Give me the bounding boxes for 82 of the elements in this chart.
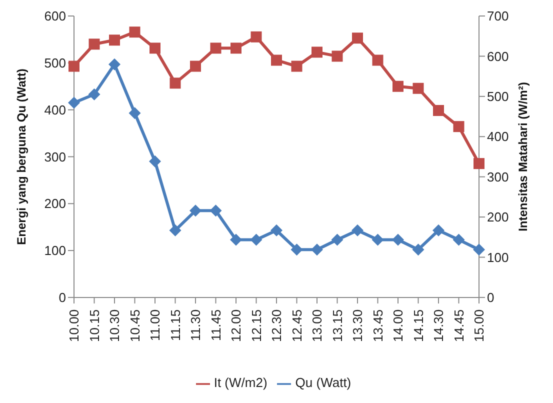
point xyxy=(372,54,384,66)
point xyxy=(170,78,181,89)
y-tick-label: 0 xyxy=(58,290,66,306)
point xyxy=(290,244,303,256)
point xyxy=(392,80,404,92)
y-tick-label: 500 xyxy=(44,56,66,71)
point xyxy=(108,58,120,70)
y2-tick-label: 400 xyxy=(487,129,509,144)
point xyxy=(150,42,160,54)
legend-label: It (W/m2) xyxy=(214,375,268,390)
y2-tick-label: 700 xyxy=(487,8,509,24)
x-tick-label: 14.30 xyxy=(431,309,446,342)
x-tick-label: 12.15 xyxy=(248,309,264,342)
point xyxy=(230,42,242,54)
y2-tick-label: 100 xyxy=(487,250,509,265)
point xyxy=(352,224,364,236)
y-tick-label: 200 xyxy=(44,196,66,212)
y2-tick-label: 0 xyxy=(487,290,494,306)
x-tick-label: 10.45 xyxy=(127,309,142,342)
y-tick-label: 400 xyxy=(44,102,66,118)
point xyxy=(109,34,120,46)
x-tick-label: 10.30 xyxy=(107,309,122,342)
y2-tick-label: 300 xyxy=(487,169,509,184)
y-tick-label: 100 xyxy=(44,243,66,258)
y2-tick-label: 600 xyxy=(487,48,509,64)
point xyxy=(452,234,465,246)
point xyxy=(250,234,262,246)
point xyxy=(129,26,140,38)
x-tick-label: 13.45 xyxy=(370,309,386,342)
point xyxy=(372,234,384,246)
point xyxy=(432,224,444,236)
x-tick-label: 13.00 xyxy=(310,309,324,342)
point xyxy=(311,244,323,256)
x-tick-label: 11.15 xyxy=(168,309,183,342)
point xyxy=(149,155,161,168)
point xyxy=(270,224,282,236)
x-tick-label: 10.00 xyxy=(66,309,82,342)
x-tick-label: 14.15 xyxy=(410,309,426,342)
point xyxy=(332,50,343,62)
point xyxy=(210,204,222,217)
point xyxy=(250,31,262,42)
point xyxy=(271,54,282,66)
y2-tick-label: 500 xyxy=(487,89,509,104)
point xyxy=(210,42,222,54)
point xyxy=(190,204,202,217)
x-tick-label: 10.15 xyxy=(86,309,102,342)
point xyxy=(68,60,80,72)
y-axis-title: Energi yang berguna Qu (Watt) xyxy=(14,68,28,245)
point xyxy=(128,107,141,120)
point xyxy=(352,32,363,44)
x-tick-label: 11.45 xyxy=(208,309,224,342)
x-tick-label: 14.45 xyxy=(451,309,466,342)
x-tick-label: 13.15 xyxy=(330,309,345,342)
x-tick-label: 12.00 xyxy=(228,309,244,342)
x-tick-label: 12.30 xyxy=(269,309,284,342)
y-tick-label: 600 xyxy=(44,8,66,24)
x-tick-label: 13.30 xyxy=(350,309,365,342)
y2-axis-title: Intensitas Matahari (W/m²) xyxy=(516,82,530,232)
point xyxy=(291,60,302,72)
x-tick-label: 11.00 xyxy=(148,309,162,342)
x-tick-label: 11.30 xyxy=(188,309,203,342)
point xyxy=(412,82,424,94)
point xyxy=(453,121,464,132)
point xyxy=(88,38,100,50)
legend-label: Qu (Watt) xyxy=(295,375,352,390)
point xyxy=(433,104,444,116)
point xyxy=(331,234,344,246)
point xyxy=(68,96,80,109)
point xyxy=(88,88,100,100)
x-tick-label: 14.00 xyxy=(390,309,406,342)
y2-tick-label: 200 xyxy=(487,210,509,225)
point xyxy=(474,158,484,170)
point xyxy=(169,224,182,236)
x-tick-label: 12.45 xyxy=(289,309,304,342)
point xyxy=(230,234,242,246)
point xyxy=(190,60,201,72)
point xyxy=(412,244,424,256)
point xyxy=(473,244,485,256)
y-tick-label: 300 xyxy=(44,149,66,164)
x-tick-label: 15.00 xyxy=(472,309,486,342)
point xyxy=(312,46,322,58)
point xyxy=(392,234,404,246)
